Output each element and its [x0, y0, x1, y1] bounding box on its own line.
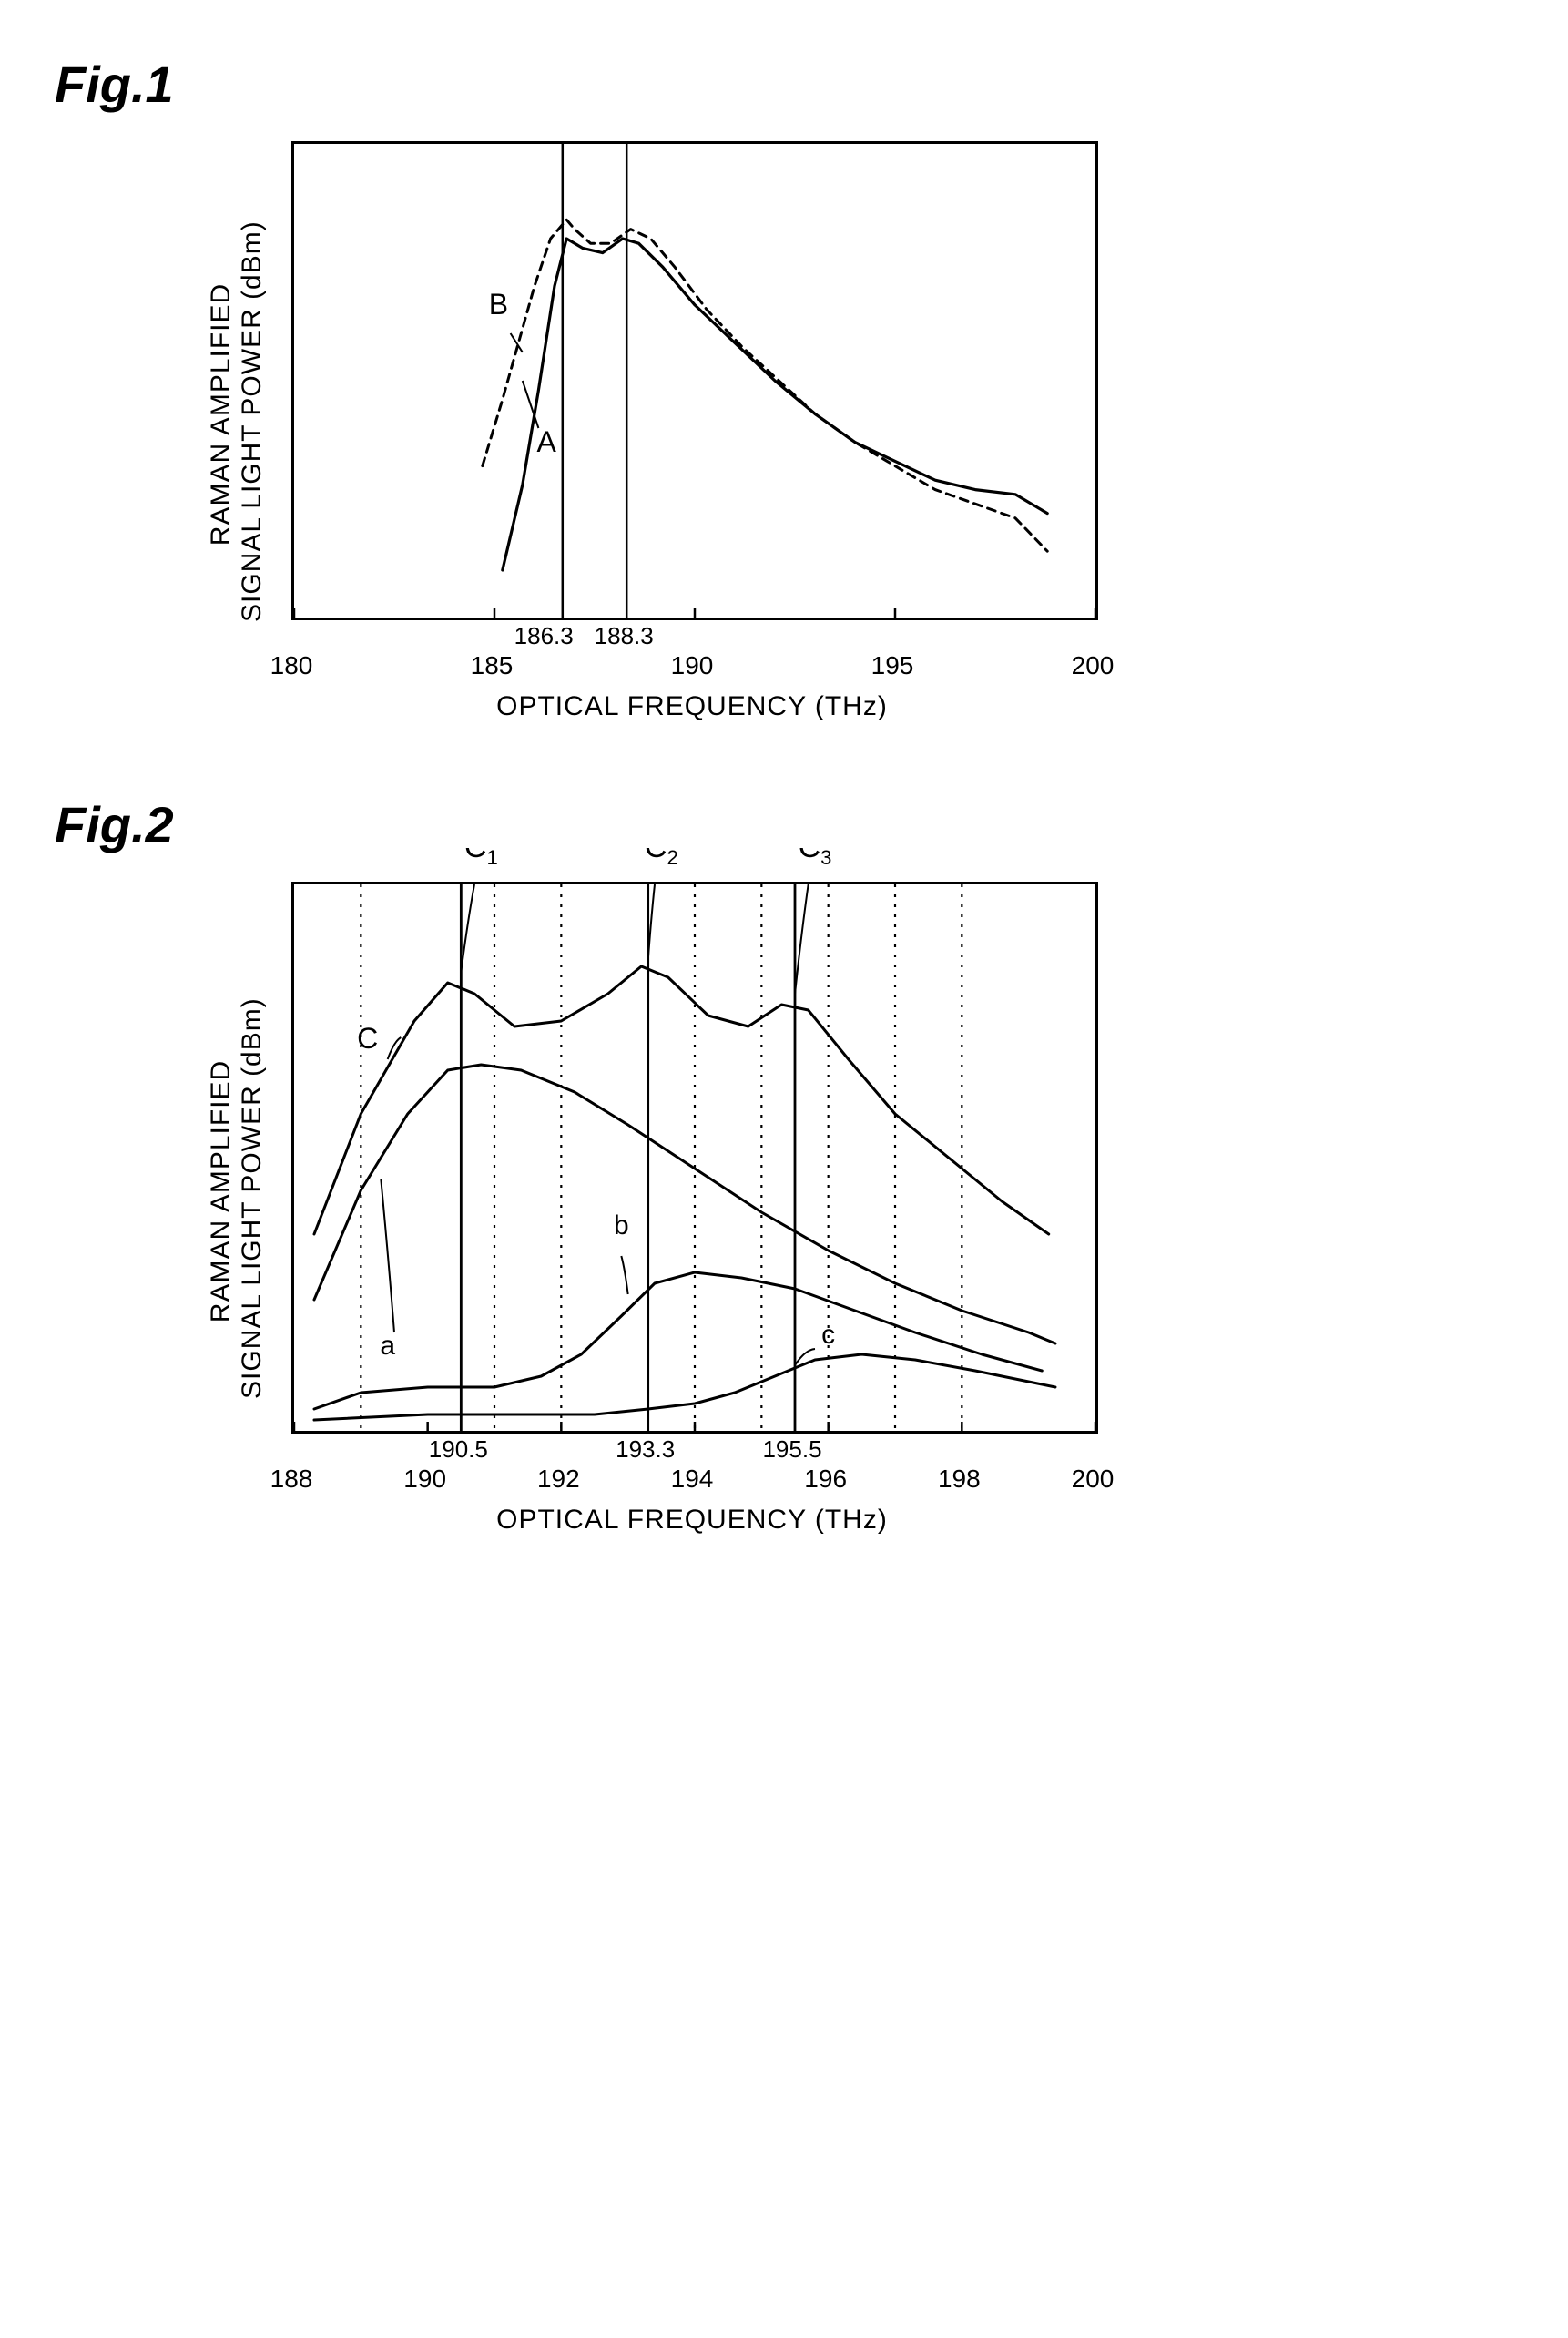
figure-1-title: Fig.1	[55, 55, 1532, 114]
figure-1-chart: RAMAN AMPLIFIED SIGNAL LIGHT POWER (dBm)…	[291, 141, 1532, 722]
fig1-ylabel: RAMAN AMPLIFIED SIGNAL LIGHT POWER (dBm)	[175, 258, 299, 622]
xtick-minor: 190.5	[429, 1435, 488, 1464]
svg-text:C1: C1	[464, 848, 498, 869]
xtick: 190	[671, 651, 714, 680]
xtick: 200	[1072, 651, 1115, 680]
xtick: 185	[471, 651, 514, 680]
xtick: 192	[537, 1465, 580, 1494]
fig1-xlabel: OPTICAL FREQUENCY (THz)	[291, 691, 1093, 722]
fig2-xticks: 188190192194196198200190.5193.3195.5	[291, 1434, 1093, 1497]
xtick: 190	[403, 1465, 446, 1494]
figure-2-title: Fig.2	[55, 795, 1532, 854]
svg-text:b: b	[614, 1210, 629, 1240]
xtick: 200	[1072, 1465, 1115, 1494]
svg-text:a: a	[380, 1331, 395, 1361]
xtick-minor: 195.5	[762, 1435, 821, 1464]
fig2-xlabel: OPTICAL FREQUENCY (THz)	[291, 1505, 1093, 1536]
svg-text:C3: C3	[799, 848, 832, 869]
svg-text:C2: C2	[645, 848, 678, 869]
xtick: 188	[270, 1465, 313, 1494]
xtick-minor: 193.3	[616, 1435, 675, 1464]
xtick: 194	[671, 1465, 714, 1494]
fig2-ylabel: RAMAN AMPLIFIED SIGNAL LIGHT POWER (dBm)	[175, 1035, 299, 1399]
xtick: 198	[938, 1465, 981, 1494]
svg-text:B: B	[489, 288, 508, 321]
xtick-minor: 188.3	[595, 622, 654, 650]
fig1-plot-area: AB	[291, 141, 1098, 620]
xtick: 196	[804, 1465, 847, 1494]
fig2-svg: Ca b c C1 C2 C3	[294, 848, 1095, 1431]
fig1-xticks: 180185190195200186.3188.3	[291, 620, 1093, 684]
svg-text:C: C	[357, 1022, 378, 1055]
fig2-plot-area: CabcC1C2C3	[291, 882, 1098, 1434]
xtick: 195	[871, 651, 914, 680]
fig1-svg: AB	[294, 144, 1095, 618]
figure-1: Fig.1 RAMAN AMPLIFIED SIGNAL LIGHT POWER…	[36, 55, 1532, 722]
svg-text:c: c	[821, 1320, 835, 1350]
figure-2-chart: RAMAN AMPLIFIED SIGNAL LIGHT POWER (dBm)…	[291, 882, 1532, 1536]
xtick-minor: 186.3	[514, 622, 574, 650]
svg-text:A: A	[537, 425, 557, 458]
xtick: 180	[270, 651, 313, 680]
figure-2: Fig.2 RAMAN AMPLIFIED SIGNAL LIGHT POWER…	[36, 795, 1532, 1536]
